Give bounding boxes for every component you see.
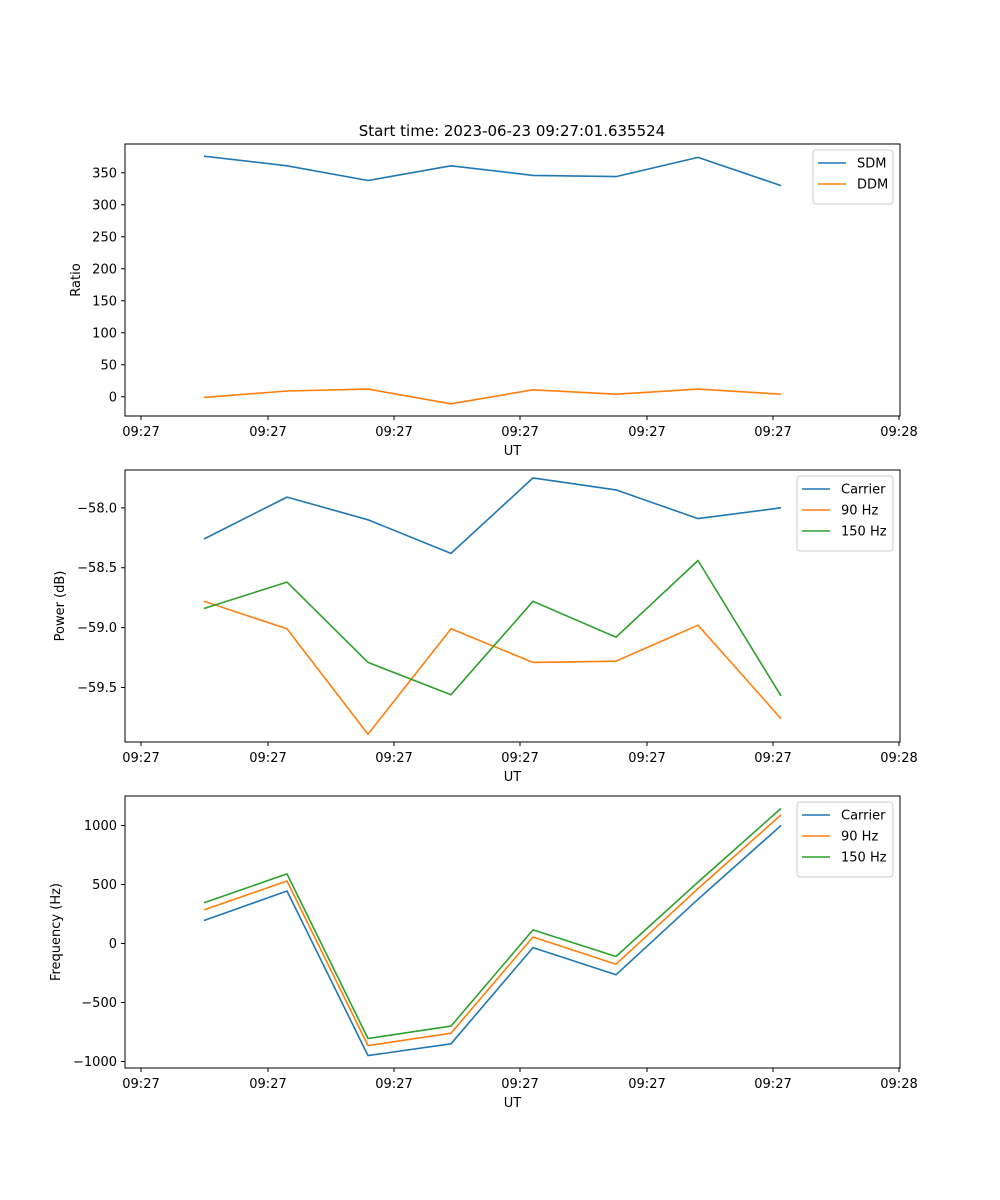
x-axis-label: UT (504, 1096, 522, 1111)
x-tick-label: 09:27 (501, 425, 538, 440)
series-line-carrier (203, 824, 782, 1057)
legend-entry: 150 Hz (841, 525, 887, 540)
y-tick-label: 0 (109, 390, 117, 405)
series-line-90-hz (203, 600, 782, 736)
y-tick-label: −58.0 (77, 501, 117, 516)
series-line-90-hz (203, 814, 782, 1047)
legend-box (796, 475, 894, 552)
x-tick-label: 09:27 (375, 1077, 412, 1092)
x-tick-label: 09:27 (754, 1077, 791, 1092)
x-tick-label: 09:27 (249, 425, 286, 440)
chart-panel-3: 09:27 09:27 09:27 09:27 09:27 09:27 09:28 −1000… (49, 795, 918, 1111)
y-tick-label: 50 (100, 358, 117, 373)
y-tick-label: 200 (92, 262, 117, 277)
legend-entry: Carrier (841, 483, 886, 498)
x-tick-label: 09:27 (628, 425, 665, 440)
y-tick-label: 100 (92, 326, 117, 341)
y-tick-label: 150 (92, 294, 117, 309)
x-tick-label: 09:27 (501, 751, 538, 766)
y-tick-label: 350 (92, 166, 117, 181)
x-tick-label: 09:27 (249, 751, 286, 766)
y-tick-label: 1000 (84, 819, 117, 834)
axes-frame (124, 469, 901, 743)
y-tick-label: 250 (92, 230, 117, 245)
y-axis-label: Power (dB) (53, 571, 68, 642)
y-tick-label: 500 (92, 878, 117, 893)
legend: SDM DDM (812, 149, 894, 205)
legend-entry: SDM (857, 157, 886, 172)
y-tick-label: −500 (81, 996, 117, 1011)
legend-entry: DDM (857, 178, 888, 193)
y-tick-label: 300 (92, 198, 117, 213)
y-tick-label: −59.5 (77, 681, 117, 696)
x-axis-label: UT (504, 770, 522, 785)
legend: Carrier 90 Hz 150 Hz (796, 801, 894, 878)
legend-entry: 90 Hz (841, 830, 878, 845)
x-tick-label: 09:27 (375, 425, 412, 440)
x-tick-label: 09:28 (880, 751, 917, 766)
x-tick-label: 09:27 (754, 425, 791, 440)
panels: 09:27 09:27 09:27 09:27 09:27 09:27 09:28 0 50 10… (49, 143, 918, 1111)
series-line-ddm (203, 388, 782, 405)
legend-entry: 90 Hz (841, 504, 878, 519)
series-line-150-hz (203, 807, 782, 1040)
legend-entry: 150 Hz (841, 851, 887, 866)
y-tick-label: 0 (109, 937, 117, 952)
y-tick-label: −1000 (73, 1055, 117, 1070)
y-tick-label: −58.5 (77, 561, 117, 576)
y-tick-label: −59.0 (77, 621, 117, 636)
x-tick-label: 09:27 (754, 751, 791, 766)
chart-panel-1: 09:27 09:27 09:27 09:27 09:27 09:27 09:28 0 50 10… (69, 143, 918, 459)
y-axis-label: Frequency (Hz) (49, 883, 64, 981)
x-tick-label: 09:27 (501, 1077, 538, 1092)
x-tick-label: 09:27 (628, 1077, 665, 1092)
y-axis-label: Ratio (69, 263, 84, 296)
x-axis-label: UT (504, 444, 522, 459)
axes-frame (124, 795, 901, 1069)
x-tick-label: 09:27 (122, 1077, 159, 1092)
x-tick-label: 09:27 (122, 751, 159, 766)
legend: Carrier 90 Hz 150 Hz (796, 475, 894, 552)
x-tick-label: 09:27 (249, 1077, 286, 1092)
chart-panel-2: 09:27 09:27 09:27 09:27 09:27 09:27 09:28 −59.5… (53, 469, 918, 785)
legend-box (796, 801, 894, 878)
x-tick-label: 09:28 (880, 425, 917, 440)
series-line-carrier (203, 477, 782, 555)
figure-title: Start time: 2023-06-23 09:27:01.635524 (359, 122, 665, 140)
series-line-sdm (203, 155, 782, 187)
x-tick-label: 09:27 (375, 751, 412, 766)
x-tick-label: 09:27 (122, 425, 159, 440)
legend-entry: Carrier (841, 809, 886, 824)
series-line-150-hz (203, 559, 782, 697)
x-tick-label: 09:27 (628, 751, 665, 766)
x-tick-label: 09:28 (880, 1077, 917, 1092)
axes-frame (124, 143, 901, 417)
